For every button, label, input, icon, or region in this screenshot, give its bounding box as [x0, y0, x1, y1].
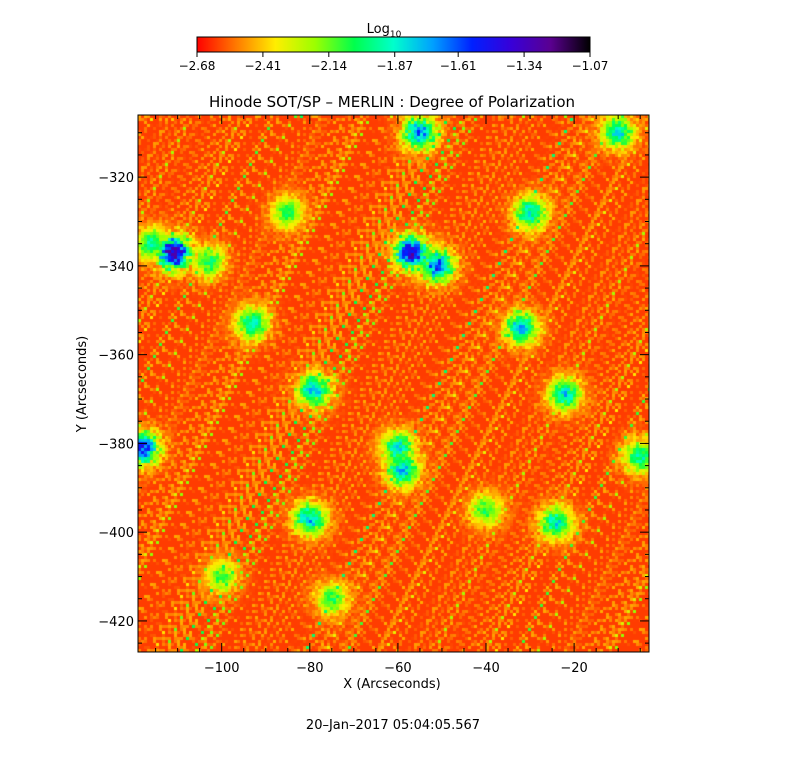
x-axis-label: X (Arcseconds) — [343, 677, 440, 692]
y-tick-label: −420 — [98, 615, 134, 630]
colorbar-tick-label: −1.07 — [572, 59, 609, 73]
y-axis-label: Y (Arcseconds) — [75, 336, 90, 433]
colorbar-tick-label: −2.41 — [245, 59, 282, 73]
y-tick-label: −320 — [98, 171, 134, 186]
colorbar-tick-label: −1.61 — [440, 59, 477, 73]
x-axis: −100 −80 −60 −40 −20 — [155, 115, 641, 676]
heatmap-canvas — [138, 115, 649, 652]
heatmap-plot — [137, 114, 650, 653]
colorbar-gradient — [196, 36, 591, 53]
colorbar-tick-label: −2.14 — [310, 59, 347, 73]
colorbar-label: Log10 — [367, 22, 402, 40]
colorbar-ticks: −2.68 −2.41 −2.14 −1.87 −1.61 −1.34 −1.07 — [179, 52, 609, 73]
y-tick-label: −360 — [98, 349, 134, 364]
chart-title: Hinode SOT/SP – MERLIN : Degree of Polar… — [209, 93, 575, 111]
y-tick-label: −380 — [98, 437, 134, 452]
colorbar: Log10 −2.68 −2.41 −2.14 −1.87 −1.61 −1.34 −1.0… — [179, 22, 609, 73]
timestamp: 20–Jan–2017 05:04:05.567 — [306, 718, 480, 733]
x-tick-label: −100 — [204, 661, 240, 676]
plot-frame — [137, 114, 650, 653]
y-axis: −320 −340 −360 −380 −400 −420 — [98, 132, 649, 644]
colorbar-tick-label: −1.34 — [506, 59, 543, 73]
x-tick-label: −80 — [296, 661, 323, 676]
x-tick-label: −20 — [560, 661, 587, 676]
colorbar-tick-label: −1.87 — [376, 59, 413, 73]
x-tick-label: −40 — [472, 661, 499, 676]
colorbar-tick-label: −2.68 — [179, 59, 216, 73]
y-tick-label: −400 — [98, 526, 134, 541]
y-tick-label: −340 — [98, 260, 134, 275]
x-tick-label: −60 — [384, 661, 411, 676]
